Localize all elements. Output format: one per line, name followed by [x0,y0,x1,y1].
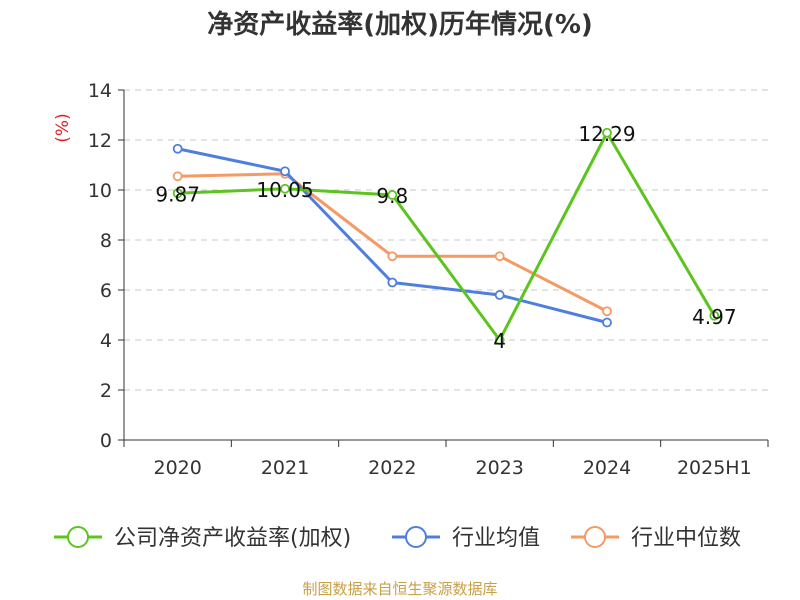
x-tick-label: 2024 [583,457,631,479]
x-tick-label: 2021 [261,457,309,479]
data-point [602,317,612,328]
data-point [172,171,183,182]
data-label: 4.97 [692,305,737,329]
y-tick-label: 14 [88,80,112,102]
series-lines [172,127,720,345]
legend-marker [405,526,427,548]
x-tick-label: 2025H1 [677,457,752,479]
data-point [280,166,290,177]
data-point [387,251,398,262]
y-tick-label: 12 [88,130,112,152]
y-tick-label: 4 [100,330,112,352]
data-point [387,277,398,288]
x-tick-label: 2022 [368,457,416,479]
data-point [602,127,612,138]
source-note: 制图数据来自恒生聚源数据库 [302,580,498,598]
chart-title: 净资产收益率(加权)历年情况(%) [207,10,593,40]
data-point [709,310,720,321]
x-tick-label: 2020 [153,457,201,479]
y-axis-unit-label: (%) [53,113,73,142]
data-point [172,188,183,199]
y-tick-label: 2 [100,380,112,402]
data-point [172,143,183,154]
data-point [387,190,398,200]
legend-entry-label: 行业均值 [452,526,540,551]
legend: 公司净资产收益率(加权) 行业均值 行业中位数 [54,526,741,551]
data-label: 4 [493,329,506,353]
data-label: 12.29 [578,122,635,146]
legend-marker [67,526,89,548]
data-labels: 9.87 10.05 9.8 4 12.29 4.97 [155,122,736,353]
data-point [280,183,290,194]
legend-entry-label: 公司净资产收益率(加权) [114,526,351,551]
y-tick-label: 10 [88,180,112,202]
data-point [494,335,505,345]
data-label: 10.05 [256,178,313,202]
data-label: 9.8 [376,184,408,208]
series-line [177,131,716,342]
y-tick-label: 6 [100,280,112,302]
axes: 0 2 4 6 8 10 12 14 2020 2021 2022 2023 2024 2025H1 [88,80,769,479]
data-label: 9.87 [155,182,200,206]
y-tick-label: 8 [100,230,112,252]
y-tick-label: 0 [100,430,112,452]
legend-entry-label: 行业中位数 [631,526,741,551]
data-point [602,306,612,317]
data-point [494,290,505,300]
x-tick-label: 2023 [475,457,523,479]
data-point [494,251,505,262]
legend-marker [584,526,606,548]
